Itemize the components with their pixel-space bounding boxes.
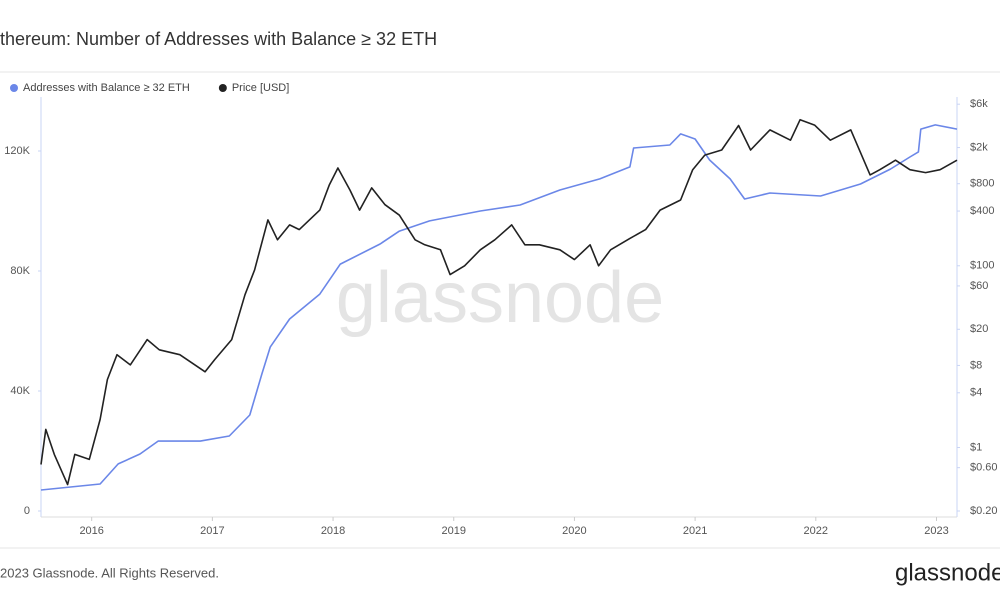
y-tick-label: 120K <box>4 145 30 157</box>
y2-tick-label: $400 <box>970 205 994 217</box>
y2-tick-label: $20 <box>970 323 988 335</box>
x-tick-label: 2016 <box>79 525 103 537</box>
y2-tick-label: $6k <box>970 98 988 110</box>
legend-label: Addresses with Balance ≥ 32 ETH <box>23 82 190 94</box>
y-tick-label: 80K <box>10 265 30 277</box>
y2-tick-label: $60 <box>970 280 988 292</box>
y2-tick-label: $0.20 <box>970 505 998 517</box>
x-tick-label: 2019 <box>442 525 466 537</box>
y2-tick-label: $2k <box>970 141 988 153</box>
series-line <box>40 118 958 486</box>
y2-tick-label: $1 <box>970 441 982 453</box>
x-tick-label: 2022 <box>804 525 828 537</box>
footer: 2023 Glassnode. All Rights Reserved. <box>0 565 219 580</box>
series-line <box>40 124 958 491</box>
x-tick-label: 2023 <box>924 525 948 537</box>
y-tick-label: 40K <box>10 385 30 397</box>
y2-tick-label: $8 <box>970 359 982 371</box>
legend-marker <box>10 84 18 92</box>
y2-tick-label: $4 <box>970 387 982 399</box>
x-tick-label: 2018 <box>321 525 345 537</box>
y-tick-label: 0 <box>24 505 30 517</box>
chart-title: thereum: Number of Addresses with Balanc… <box>0 29 437 49</box>
x-tick-label: 2020 <box>562 525 586 537</box>
y2-tick-label: $800 <box>970 178 994 190</box>
y2-tick-label: $100 <box>970 260 994 272</box>
logo: glassnode <box>895 559 1000 586</box>
legend-marker <box>218 84 227 92</box>
legend-label: Price [USD] <box>232 82 289 94</box>
watermark: glassnode <box>336 258 664 338</box>
y2-tick-label: $0.60 <box>970 462 998 474</box>
x-tick-label: 2017 <box>200 525 224 537</box>
x-tick-label: 2021 <box>683 525 707 537</box>
